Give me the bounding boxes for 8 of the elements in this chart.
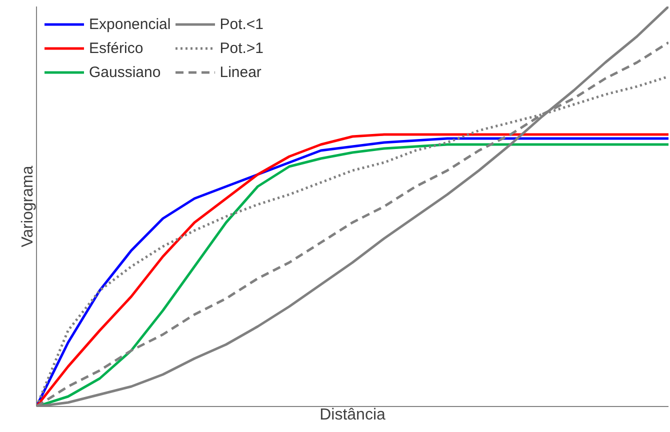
- y-axis-title: Variograma: [20, 166, 36, 248]
- x-axis-title: Distância: [320, 406, 386, 424]
- legend-label: Exponencial: [89, 16, 171, 32]
- legend-label: Gaussiano: [89, 64, 161, 80]
- legend-label: Pot.<1: [220, 16, 264, 32]
- legend-label: Linear: [220, 64, 262, 80]
- legend-label: Esférico: [89, 40, 144, 56]
- legend-label: Pot.>1: [220, 40, 264, 56]
